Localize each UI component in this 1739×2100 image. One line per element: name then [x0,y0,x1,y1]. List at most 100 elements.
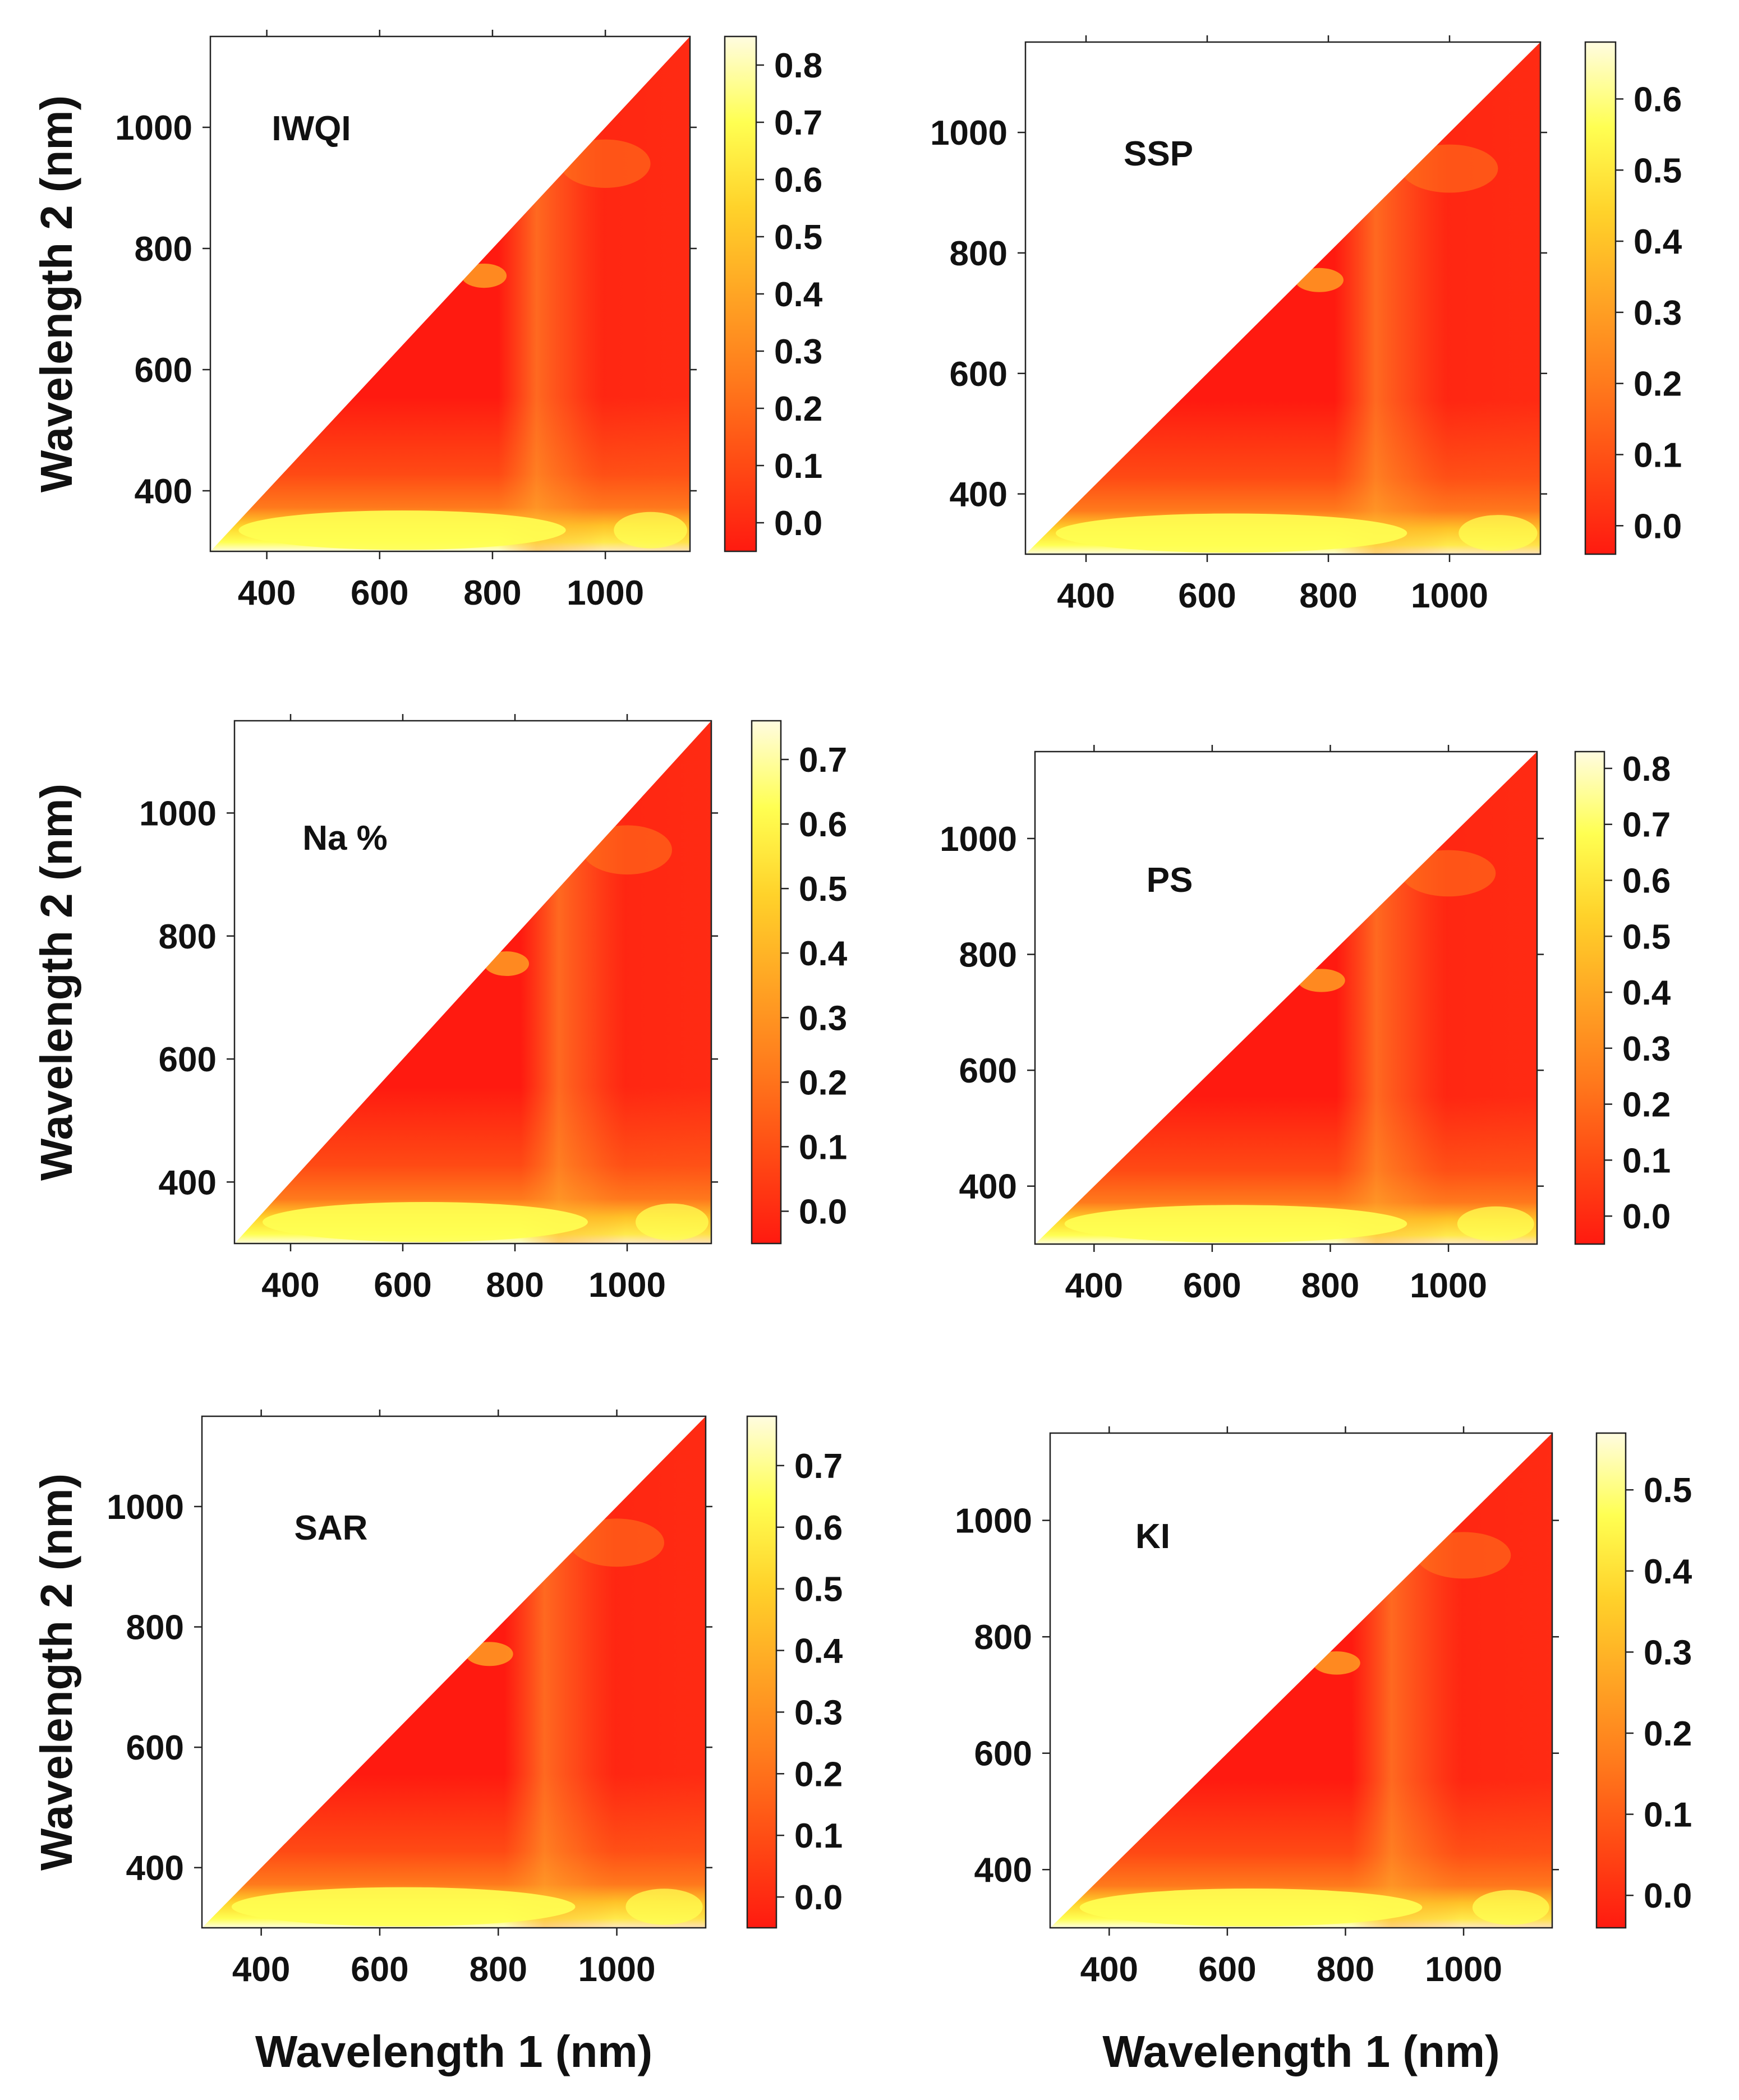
heatmap-overlay [202,1416,706,1928]
colorbar-tick-label: 0.6 [1634,80,1682,119]
heatmap-lobe [1401,850,1496,897]
colorbar-tick-label: 0.1 [1644,1796,1692,1835]
plot-frame [209,35,691,552]
colorbar: 0.0 0.1 0.2 0.3 0.4 0.5 0.6 0.7 [751,720,848,1245]
heatmap-band [231,1887,576,1927]
plot-frame [1049,1432,1553,1929]
heatmap-overlay [234,721,711,1244]
colorbar-tick-label: 0.2 [774,390,822,429]
y-tick-label: 600 [950,355,1007,394]
colorbar-tick-label: 0.5 [1634,151,1682,190]
heatmap-spot [1313,1651,1360,1675]
x-tick-label: 800 [1299,577,1357,615]
heatmap-band [625,1889,703,1925]
colorbar-tick-label: 0.1 [799,1128,847,1167]
heatmap-band [1064,1205,1407,1243]
x-tick-label: 800 [1317,1950,1374,1989]
colorbar-tick-label: 0.6 [774,161,822,200]
x-tick-label: 400 [1065,1267,1123,1305]
heatmap-band [1472,1890,1549,1925]
colorbar-tick-label: 0.6 [794,1509,843,1548]
x-tick-label: 400 [232,1950,290,1989]
y-tick-label: 800 [135,230,192,269]
colorbar-tick-label: 0.2 [794,1755,843,1794]
plot-frame [233,720,712,1245]
colorbar-scale [751,720,782,1245]
x-tick-label: 1000 [1425,1950,1502,1989]
x-tick-label: 600 [351,574,408,612]
x-axis-title: Wavelength 1 (nm) [1102,2027,1499,2076]
colorbar-tick-label: 0.4 [1644,1553,1692,1591]
colorbar-tick-label: 0.5 [794,1571,843,1609]
y-axis-title: Wavelength 2 (nm) [31,1473,81,1871]
x-tick-label: 600 [1198,1950,1256,1989]
x-tick-label: 800 [470,1950,527,1989]
x-tick-label: 600 [1183,1267,1241,1305]
y-tick-label: 800 [959,936,1017,975]
heatmap-spot [466,1642,513,1666]
x-tick-label: 800 [1301,1267,1359,1305]
x-tick-label: 1000 [578,1950,656,1989]
heatmap-3 [234,721,711,1244]
colorbar: 0.0 0.1 0.2 0.3 0.4 0.5 0.6 0.7 0.8 [1574,750,1671,1245]
colorbar-tick-label: 0.1 [1634,436,1682,475]
colorbar-tick-label: 0.2 [1622,1086,1671,1125]
panel-label: SSP [1124,135,1193,173]
colorbar-tick-label: 0.3 [1644,1633,1692,1672]
colorbar-tick-label: 0.2 [1644,1715,1692,1753]
colorbar-tick-label: 0.0 [794,1878,843,1917]
x-tick-label: 1000 [1410,1267,1487,1305]
colorbar-tick-label: 0.1 [1622,1141,1671,1180]
x-axis-title: Wavelength 1 (nm) [255,2027,652,2076]
heatmap-spot [484,951,529,977]
heatmap-overlay [1025,42,1540,554]
colorbar-tick-label: 0.6 [1622,862,1671,900]
colorbar-tick-label: 0.3 [774,333,822,371]
colorbar-tick-label: 0.2 [799,1063,847,1102]
heatmap-band [1459,515,1538,551]
colorbar-tick-label: 0.0 [1622,1198,1671,1236]
colorbar-tick-label: 0.1 [774,447,822,486]
heatmap-lobe [560,139,651,188]
colorbar-tick-label: 0.3 [799,999,847,1038]
y-tick-label: 400 [950,476,1007,514]
x-tick-label: 800 [463,574,521,612]
colorbar-tick-label: 0.7 [1622,806,1671,845]
chart-panel-6: 400 600 800 1000 400 600 800 1000 KI 0.0 0.1 0.2 0.3… [955,1426,1692,1989]
y-tick-label: 1000 [107,1488,184,1527]
heatmap-band [1079,1888,1423,1927]
colorbar-tick-label: 0.3 [1634,294,1682,333]
x-tick-label: 400 [238,574,296,612]
y-tick-label: 400 [974,1851,1032,1890]
colorbar-tick-label: 0.4 [1634,223,1682,261]
heatmap-2 [1025,42,1540,554]
colorbar: 0.0 0.1 0.2 0.3 0.4 0.5 [1595,1432,1692,1929]
colorbar-tick-label: 0.8 [1622,750,1671,789]
colorbar-tick-label: 0.7 [799,741,847,780]
colorbar-scale [1595,1432,1627,1929]
y-tick-label: 1000 [139,794,217,833]
colorbar: 0.0 0.1 0.2 0.3 0.4 0.5 0.6 0.7 [746,1415,843,1929]
x-tick-label: 800 [486,1266,544,1305]
heatmap-band [636,1203,709,1241]
heatmap-spot [461,264,507,288]
colorbar-tick-label: 0.4 [794,1632,843,1671]
panel-label: SAR [295,1509,368,1548]
y-tick-label: 400 [135,472,192,511]
y-tick-label: 800 [974,1618,1032,1657]
y-tick-label: 800 [126,1609,184,1647]
heatmap-lobe [582,825,672,875]
y-tick-label: 400 [126,1849,184,1888]
colorbar-tick-label: 0.0 [1644,1877,1692,1915]
colorbar-tick-label: 0.5 [774,218,822,257]
colorbar-tick-label: 0.6 [799,805,847,844]
colorbar: 0.0 0.1 0.2 0.3 0.4 0.5 0.6 [1584,41,1682,555]
x-tick-label: 1000 [588,1266,666,1305]
colorbar-tick-label: 0.7 [794,1447,843,1486]
colorbar-tick-label: 0.0 [1634,507,1682,546]
y-tick-label: 1000 [930,114,1007,153]
